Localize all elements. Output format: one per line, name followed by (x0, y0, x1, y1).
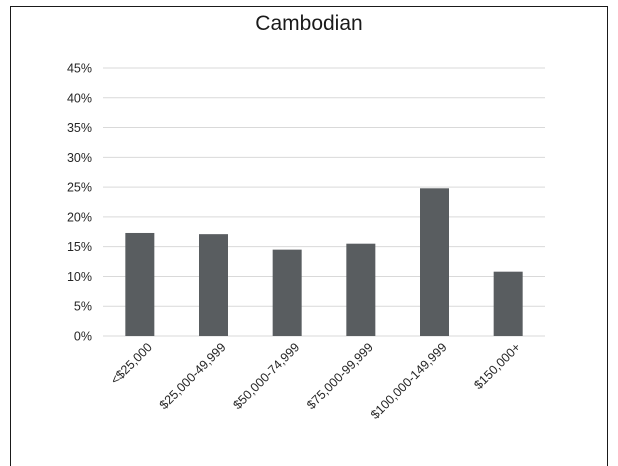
y-tick-label: 30% (67, 151, 92, 165)
y-tick-label: 20% (67, 210, 92, 224)
bar (125, 232, 155, 336)
y-tick-label: 10% (67, 270, 92, 284)
bar (346, 243, 376, 336)
y-tick-label: 40% (67, 91, 92, 105)
x-tick-label: $50,000-74,999 (230, 340, 302, 412)
x-tick-label: <$25,000 (108, 340, 155, 387)
bar (493, 271, 523, 336)
y-tick-label: 0% (74, 330, 92, 344)
chart-title: Cambodian (255, 12, 363, 35)
bar (272, 249, 302, 336)
y-tick-label: 5% (74, 300, 92, 314)
y-tick-label: 35% (67, 121, 92, 135)
bar (199, 234, 228, 336)
y-tick-label: 45% (67, 62, 92, 76)
x-tick-label: $150,000+ (471, 340, 523, 392)
y-tick-label: 15% (67, 240, 92, 254)
x-tick-label: $25,000-49,999 (157, 340, 229, 412)
y-tick-label: 25% (67, 181, 92, 195)
chart-frame (10, 6, 608, 466)
bar (420, 188, 449, 336)
x-tick-label: $75,000-99,999 (304, 340, 376, 412)
x-tick-label: $100,000-149,999 (368, 340, 450, 422)
